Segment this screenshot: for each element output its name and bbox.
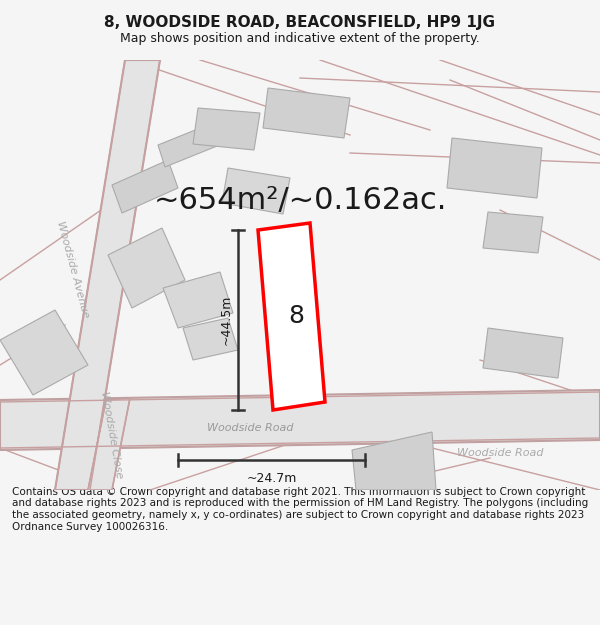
Polygon shape [108, 228, 185, 308]
Text: Woodside Avenue: Woodside Avenue [55, 221, 91, 319]
Text: Contains OS data © Crown copyright and database right 2021. This information is : Contains OS data © Crown copyright and d… [12, 487, 588, 532]
Polygon shape [55, 60, 160, 490]
Text: ~44.5m: ~44.5m [220, 295, 233, 345]
Text: ~24.7m: ~24.7m [247, 472, 296, 485]
Polygon shape [447, 138, 542, 198]
Polygon shape [0, 390, 600, 450]
Polygon shape [88, 398, 130, 490]
Polygon shape [158, 122, 222, 167]
Polygon shape [112, 160, 178, 213]
Text: 8, WOODSIDE ROAD, BEACONSFIELD, HP9 1JG: 8, WOODSIDE ROAD, BEACONSFIELD, HP9 1JG [104, 15, 496, 30]
Text: 8: 8 [289, 304, 305, 328]
Text: Woodside Close: Woodside Close [100, 391, 125, 479]
Polygon shape [183, 318, 238, 360]
Text: ~654m²/~0.162ac.: ~654m²/~0.162ac. [154, 186, 446, 214]
Text: Woodside Road: Woodside Road [207, 423, 293, 433]
Polygon shape [0, 310, 88, 395]
Polygon shape [483, 212, 543, 253]
Text: Woodside Road: Woodside Road [457, 448, 543, 458]
Polygon shape [263, 88, 350, 138]
Polygon shape [222, 168, 290, 214]
Polygon shape [352, 432, 436, 490]
Polygon shape [163, 272, 233, 328]
Text: Map shows position and indicative extent of the property.: Map shows position and indicative extent… [120, 32, 480, 45]
Polygon shape [193, 108, 260, 150]
Polygon shape [258, 223, 325, 410]
Polygon shape [483, 328, 563, 378]
